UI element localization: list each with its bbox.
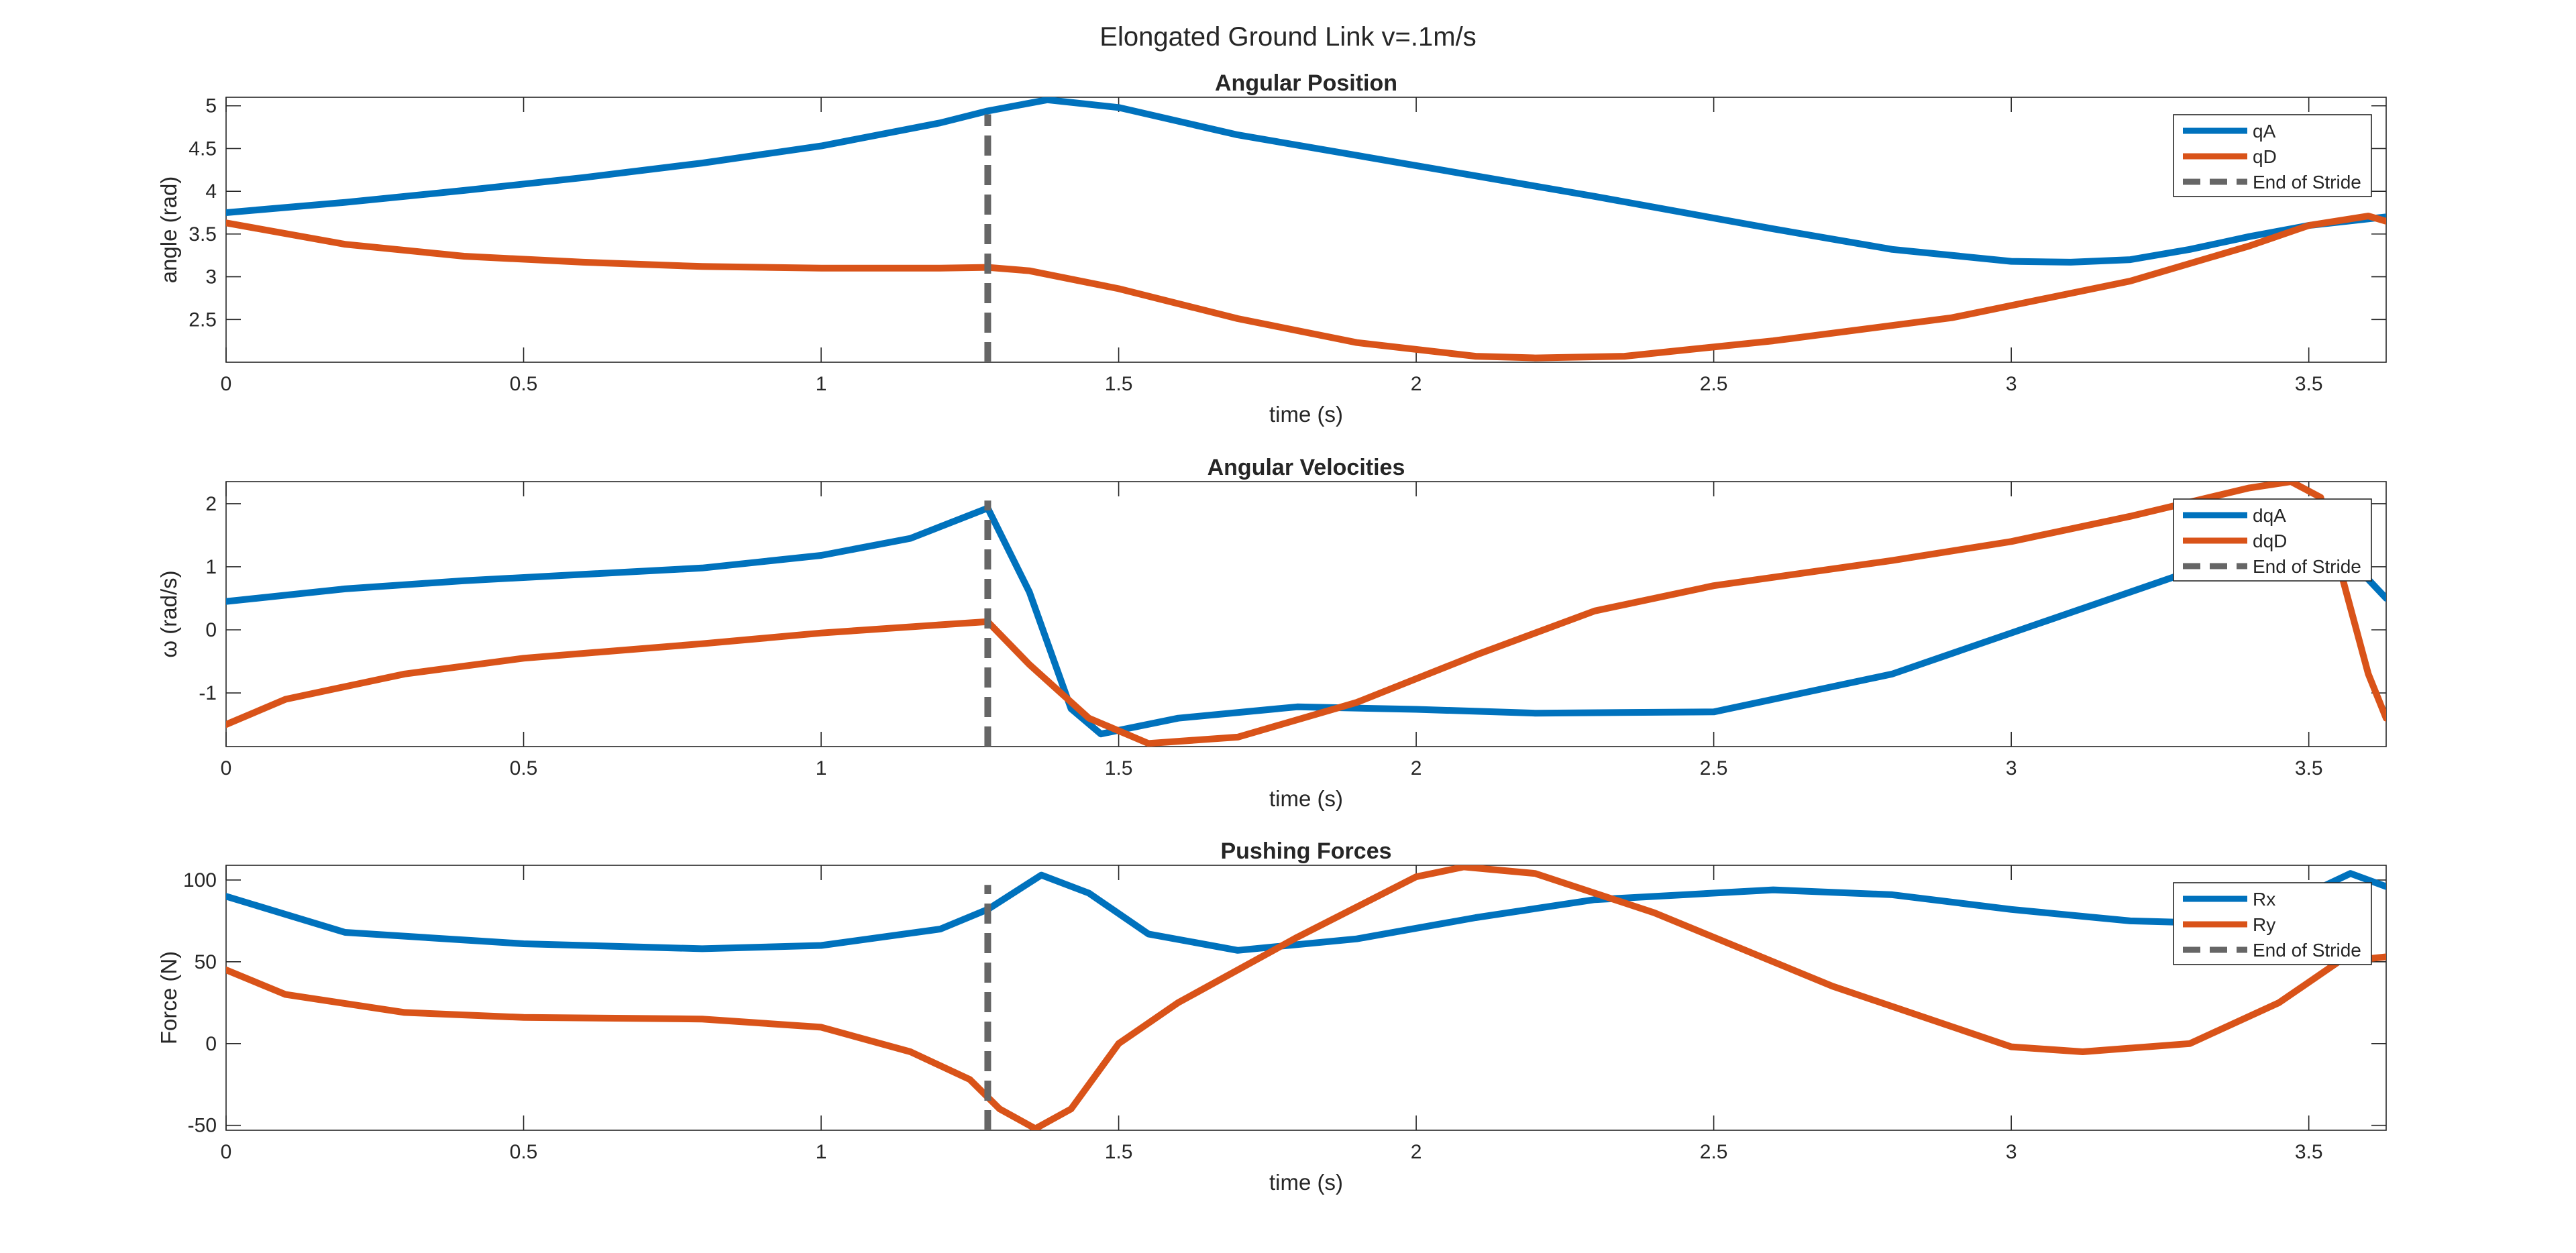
legend-label-end-of-stride: End of Stride (2253, 556, 2361, 577)
x-tick-label: 2 (1411, 373, 1422, 395)
y-tick-label: 0 (205, 1033, 217, 1055)
legend-label-dqd: dqD (2253, 531, 2287, 551)
y-tick-label: 2 (205, 493, 217, 515)
y-tick-label: 3 (205, 266, 217, 288)
y-tick-label: 100 (183, 869, 217, 891)
x-axis-label: time (s) (1269, 1170, 1343, 1195)
subplot-title: Angular Velocities (1208, 455, 1405, 480)
figure-title: Elongated Ground Link v=.1m/s (1099, 22, 1476, 52)
x-axis-label: time (s) (1269, 402, 1343, 427)
series-line-dqD (226, 482, 2386, 747)
series-line-dqA (226, 504, 2386, 738)
legend-label-rx: Rx (2253, 889, 2275, 910)
y-axis-label: angle (rad) (156, 176, 181, 284)
series-group (226, 97, 2386, 362)
series-line-Ry (226, 865, 2386, 1130)
x-tick-label: 3 (2006, 1141, 2017, 1163)
legend-label-qd: qD (2253, 146, 2277, 167)
x-tick-label: 1.5 (1105, 1141, 1133, 1163)
legend-label-dqa: dqA (2253, 505, 2286, 526)
legend-label-qa: qA (2253, 121, 2276, 142)
y-tick-label: 4 (205, 180, 217, 203)
series-group (226, 482, 2386, 747)
legend: qA qD End of Stride (2173, 114, 2372, 197)
x-tick-label: 0.5 (510, 373, 538, 395)
x-tick-label: 2.5 (1700, 373, 1728, 395)
plot-area (225, 865, 2387, 1131)
plot-area (225, 97, 2387, 363)
y-tick-label: -1 (199, 682, 217, 704)
legend: dqA dqD End of Stride (2173, 498, 2372, 582)
y-tick-label: -50 (188, 1115, 217, 1137)
subplots: Angular Position 0 0.5 1 1.5 2 2.5 3 3.5 2.5 3 3.5 4… (156, 70, 2387, 1195)
x-tick-label: 1 (816, 757, 827, 779)
y-axis-label: Force (N) (156, 951, 181, 1044)
x-tick-label: 2.5 (1700, 757, 1728, 779)
y-tick-label: 2.5 (189, 309, 217, 331)
x-tick-label: 2.5 (1700, 1141, 1728, 1163)
legend-label-end-of-stride: End of Stride (2253, 172, 2361, 193)
y-tick-label: 3.5 (189, 223, 217, 246)
plot-area (225, 481, 2387, 747)
x-tick-label: 2 (1411, 1141, 1422, 1163)
series-line-qA (226, 97, 2386, 266)
x-axis-label: time (s) (1269, 786, 1343, 811)
y-tick-label: 50 (195, 951, 217, 973)
legend-label-end-of-stride: End of Stride (2253, 940, 2361, 961)
x-tick-label: 1 (816, 1141, 827, 1163)
x-tick-label: 1.5 (1105, 373, 1133, 395)
subplot-title: Angular Position (1215, 70, 1397, 96)
x-tick-label: 3 (2006, 757, 2017, 779)
x-tick-label: 0 (221, 373, 232, 395)
x-tick-label: 0.5 (510, 1141, 538, 1163)
subplot-title: Pushing Forces (1220, 838, 1391, 864)
x-tick-label: 3.5 (2295, 757, 2323, 779)
x-tick-label: 3.5 (2295, 1141, 2323, 1163)
x-tick-label: 3.5 (2295, 373, 2323, 395)
x-tick-label: 1 (816, 373, 827, 395)
subplot-1: Angular Position 0 0.5 1 1.5 2 2.5 3 3.5 2.5 3 3.5 4… (156, 70, 2387, 427)
legend: Rx Ry End of Stride (2173, 882, 2372, 965)
legend-label-ry: Ry (2253, 914, 2275, 935)
subplot-2: Angular Velocities 0 0.5 1 1.5 2 2.5 3 3.5 -1 0 1 2 t… (156, 455, 2387, 811)
series-line-qD (226, 213, 2386, 362)
y-axis-label: ω (rad/s) (156, 570, 181, 657)
y-tick-label: 0 (205, 619, 217, 641)
x-tick-label: 2 (1411, 757, 1422, 779)
x-tick-label: 1.5 (1105, 757, 1133, 779)
y-tick-label: 5 (205, 95, 217, 117)
x-tick-label: 0 (221, 1141, 232, 1163)
x-tick-label: 0 (221, 757, 232, 779)
x-tick-label: 3 (2006, 373, 2017, 395)
y-tick-label: 1 (205, 556, 217, 578)
y-tick-label: 4.5 (189, 138, 217, 160)
x-tick-label: 0.5 (510, 757, 538, 779)
